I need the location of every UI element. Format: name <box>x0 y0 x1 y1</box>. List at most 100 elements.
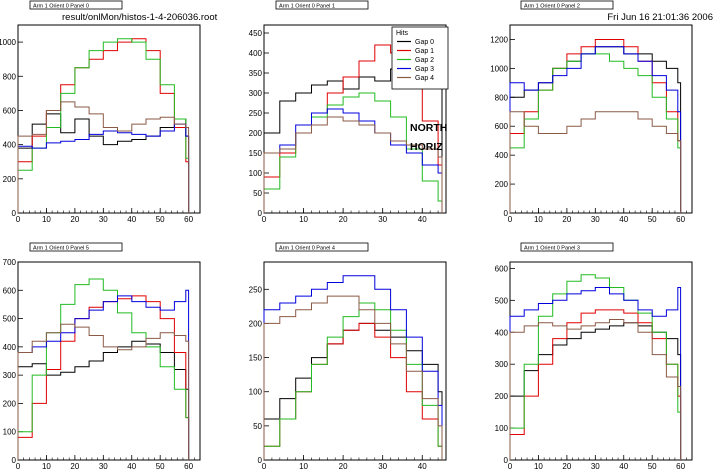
x-tick-label: 10 <box>42 462 51 469</box>
x-tick-label: 20 <box>562 215 571 224</box>
legend-entry: Gap 3 <box>415 66 434 73</box>
x-tick-label: 0 <box>16 215 21 224</box>
x-tick-label: 30 <box>99 462 108 469</box>
panel-title: Arm 1 Orient 0 Panel 0 <box>33 4 89 10</box>
y-tick-label: 200 <box>495 392 509 401</box>
timestamp: Fri Jun 16 21:01:36 2006 <box>607 12 713 23</box>
x-tick-label: 0 <box>262 215 267 224</box>
y-tick-label: 150 <box>249 354 263 363</box>
series-gap-2 <box>509 53 682 213</box>
series-gap-2 <box>509 274 682 460</box>
legend-box <box>391 26 449 90</box>
y-tick-label: 300 <box>3 371 17 380</box>
y-tick-label: 100 <box>249 169 263 178</box>
x-tick-label: 30 <box>99 215 108 224</box>
x-tick-label: 0 <box>508 215 513 224</box>
panel-title: Arm 1 Orient 0 Panel 5 <box>33 246 89 252</box>
x-tick-label: 40 <box>127 462 136 469</box>
series-gap-3 <box>263 275 443 460</box>
chart-panel-2: Arm 1 Orient 0 Panel 10 10 20 30 40050100150… <box>249 0 447 224</box>
y-tick-label: 800 <box>3 72 17 81</box>
x-tick-label: 60 <box>676 215 685 224</box>
chart-panel-1: Arm 1 Orient 0 Panel 0 0 10 20 30 40 50 600 200 4… <box>0 0 201 224</box>
x-tick-label: 30 <box>378 462 387 469</box>
legend-entry: Gap 2 <box>415 57 434 64</box>
x-tick-label: 40 <box>127 215 136 224</box>
x-tick-label: 20 <box>339 462 348 469</box>
x-tick-label: 30 <box>591 462 600 469</box>
y-tick-label: 0 <box>12 456 17 465</box>
y-tick-label: 600 <box>3 286 17 295</box>
y-tick-label: 300 <box>495 360 509 369</box>
y-tick-label: 400 <box>3 141 17 150</box>
y-tick-label: 600 <box>3 106 17 115</box>
y-tick-label: 50 <box>253 422 262 431</box>
legend-entry: Gap 1 <box>415 48 434 55</box>
y-tick-label: 200 <box>3 175 17 184</box>
y-tick-label: 600 <box>495 264 509 273</box>
y-tick-label: 1200 <box>490 35 508 44</box>
y-tick-label: 700 <box>3 258 17 267</box>
chart-panel-5: Arm 1 Orient 0 Panel 4 0 10 20 30 40 0 50 100 150… <box>249 242 447 471</box>
y-tick-label: 250 <box>249 285 263 294</box>
y-tick-label: 100 <box>3 428 17 437</box>
x-tick-label: 20 <box>339 215 348 224</box>
y-tick-label: 500 <box>3 315 17 324</box>
panel-title-box <box>29 0 123 10</box>
panel-title-box <box>275 0 369 10</box>
y-tick-label: 1000 <box>0 38 17 47</box>
legend-entry: Gap 0 <box>415 39 434 46</box>
panel-title-box <box>520 242 614 252</box>
panel-title-box <box>275 242 369 252</box>
series-gap-1 <box>17 295 190 460</box>
chart-panel-6: Arm 1 Orient 0 Panel 30 10 20 30 40 50 6001002… <box>495 242 693 471</box>
x-tick-label: 40 <box>418 215 427 224</box>
y-tick-label: 0 <box>258 209 263 218</box>
x-tick-label: 0 <box>262 462 267 469</box>
x-tick-label: 20 <box>70 215 79 224</box>
y-tick-label: 450 <box>249 29 263 38</box>
series-gap-4 <box>509 319 682 460</box>
series-gap-3 <box>509 46 682 213</box>
x-tick-label: 40 <box>619 215 628 224</box>
x-tick-label: 60 <box>184 215 193 224</box>
y-tick-label: 800 <box>495 93 509 102</box>
legend-entry: Gap 4 <box>415 75 434 82</box>
panel-title: Arm 1 Orient 0 Panel 3 <box>524 246 580 252</box>
legend: Hits Gap 0 Gap 1 Gap 2 Gap 3 Gap 4 <box>391 26 449 90</box>
plot-frame <box>17 261 201 461</box>
x-tick-label: 0 <box>508 462 513 469</box>
y-tick-label: 350 <box>249 69 263 78</box>
series-gap-2 <box>263 302 443 460</box>
y-tick-label: 0 <box>504 456 509 465</box>
panel-title-box <box>520 0 614 10</box>
y-tick-label: 250 <box>249 109 263 118</box>
x-tick-label: 30 <box>591 215 600 224</box>
x-tick-label: 10 <box>534 462 543 469</box>
orientation-annotation: HORIZ <box>410 141 443 153</box>
series-gap-0 <box>509 46 682 213</box>
y-tick-label: 200 <box>3 399 17 408</box>
series-gap-3 <box>17 289 190 460</box>
series-gap-2 <box>263 92 443 213</box>
x-tick-label: 10 <box>42 215 51 224</box>
series-gap-0 <box>17 113 190 213</box>
y-tick-label: 100 <box>249 388 263 397</box>
panel-title: Arm 1 Orient 0 Panel 2 <box>524 4 580 10</box>
y-tick-label: 1000 <box>490 64 508 73</box>
series-gap-3 <box>509 287 682 460</box>
side-annotation: NORTH <box>410 122 447 134</box>
y-tick-label: 50 <box>253 189 262 198</box>
series-gap-4 <box>17 323 190 460</box>
series-gap-4 <box>263 295 443 460</box>
x-tick-label: 10 <box>299 215 308 224</box>
series-gap-1 <box>263 322 443 460</box>
x-tick-label: 50 <box>156 462 165 469</box>
y-tick-label: 200 <box>249 319 263 328</box>
x-tick-label: 40 <box>619 462 628 469</box>
y-tick-label: 100 <box>495 424 509 433</box>
x-tick-label: 50 <box>156 215 165 224</box>
y-tick-label: 400 <box>249 49 263 58</box>
